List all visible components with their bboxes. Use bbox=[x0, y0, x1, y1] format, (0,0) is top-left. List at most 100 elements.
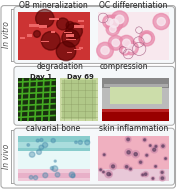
Circle shape bbox=[41, 32, 60, 50]
Bar bbox=[18, 136, 90, 151]
Bar bbox=[51, 31, 55, 33]
Circle shape bbox=[78, 140, 82, 144]
Circle shape bbox=[107, 172, 110, 176]
Bar bbox=[18, 12, 90, 60]
Circle shape bbox=[125, 136, 131, 142]
Circle shape bbox=[146, 154, 148, 156]
Circle shape bbox=[36, 139, 39, 142]
Circle shape bbox=[125, 149, 132, 156]
Text: OB mineralization: OB mineralization bbox=[19, 2, 88, 10]
Circle shape bbox=[141, 173, 145, 177]
Circle shape bbox=[160, 143, 166, 149]
Circle shape bbox=[145, 153, 149, 157]
Circle shape bbox=[109, 174, 111, 175]
Bar bbox=[102, 78, 169, 88]
Circle shape bbox=[62, 29, 80, 47]
Bar bbox=[18, 169, 90, 181]
Text: Day 1: Day 1 bbox=[30, 74, 52, 80]
Circle shape bbox=[161, 177, 164, 179]
Circle shape bbox=[124, 41, 138, 55]
Circle shape bbox=[151, 146, 158, 153]
Circle shape bbox=[164, 157, 167, 160]
Bar bbox=[98, 136, 169, 181]
Circle shape bbox=[127, 138, 129, 141]
Circle shape bbox=[138, 160, 143, 165]
Text: In vitro: In vitro bbox=[2, 22, 11, 48]
Circle shape bbox=[111, 165, 115, 168]
Text: Day 69: Day 69 bbox=[67, 74, 94, 80]
Bar bbox=[102, 110, 169, 121]
Bar bbox=[102, 78, 169, 121]
Circle shape bbox=[119, 35, 134, 51]
Circle shape bbox=[100, 169, 101, 170]
Text: In vivo: In vivo bbox=[2, 144, 11, 169]
Circle shape bbox=[109, 173, 112, 176]
Bar bbox=[41, 40, 49, 42]
Text: calvarial bone: calvarial bone bbox=[26, 124, 80, 133]
Bar bbox=[67, 52, 72, 53]
Circle shape bbox=[105, 170, 112, 178]
Circle shape bbox=[121, 46, 130, 55]
Circle shape bbox=[55, 172, 60, 177]
Circle shape bbox=[106, 19, 113, 25]
Bar bbox=[98, 12, 169, 60]
Circle shape bbox=[57, 18, 69, 30]
Circle shape bbox=[51, 139, 55, 143]
Circle shape bbox=[103, 15, 116, 28]
Bar bbox=[66, 34, 74, 37]
Bar bbox=[18, 151, 90, 169]
Bar bbox=[66, 39, 76, 40]
Circle shape bbox=[66, 23, 82, 39]
Text: OC differentiation: OC differentiation bbox=[100, 2, 168, 10]
Circle shape bbox=[124, 164, 129, 170]
Circle shape bbox=[128, 167, 133, 171]
Circle shape bbox=[50, 167, 54, 170]
Circle shape bbox=[162, 145, 164, 147]
Circle shape bbox=[106, 15, 123, 32]
Circle shape bbox=[165, 158, 166, 159]
Bar bbox=[39, 25, 47, 28]
Circle shape bbox=[142, 174, 143, 176]
Circle shape bbox=[33, 176, 38, 180]
Bar bbox=[98, 136, 169, 171]
Circle shape bbox=[125, 166, 128, 168]
Circle shape bbox=[112, 39, 119, 46]
Bar bbox=[49, 18, 59, 20]
Circle shape bbox=[106, 22, 119, 36]
Circle shape bbox=[153, 148, 156, 151]
Circle shape bbox=[144, 35, 149, 40]
Circle shape bbox=[71, 174, 75, 178]
Circle shape bbox=[103, 171, 104, 173]
Circle shape bbox=[109, 26, 116, 32]
Circle shape bbox=[40, 138, 43, 142]
Circle shape bbox=[141, 32, 152, 43]
Text: skin inflammation: skin inflammation bbox=[99, 124, 168, 133]
Circle shape bbox=[152, 178, 154, 179]
Circle shape bbox=[110, 19, 119, 28]
Bar bbox=[18, 136, 90, 181]
Bar bbox=[98, 169, 169, 181]
Bar bbox=[20, 37, 25, 39]
Circle shape bbox=[36, 150, 41, 154]
Circle shape bbox=[123, 48, 128, 53]
Circle shape bbox=[27, 144, 30, 146]
Circle shape bbox=[110, 163, 116, 170]
Circle shape bbox=[101, 46, 109, 55]
Circle shape bbox=[99, 168, 103, 172]
Circle shape bbox=[157, 18, 165, 26]
Bar bbox=[74, 49, 81, 50]
Bar bbox=[110, 86, 161, 104]
Text: degradation: degradation bbox=[36, 62, 83, 71]
Circle shape bbox=[128, 44, 135, 51]
Circle shape bbox=[52, 166, 58, 171]
Circle shape bbox=[161, 171, 163, 173]
Circle shape bbox=[142, 138, 147, 142]
Bar bbox=[18, 142, 90, 148]
FancyBboxPatch shape bbox=[14, 128, 174, 185]
Circle shape bbox=[151, 177, 155, 180]
Bar bbox=[27, 34, 32, 37]
Bar bbox=[79, 47, 83, 49]
Circle shape bbox=[75, 141, 77, 143]
FancyBboxPatch shape bbox=[14, 66, 174, 125]
Circle shape bbox=[159, 175, 165, 181]
